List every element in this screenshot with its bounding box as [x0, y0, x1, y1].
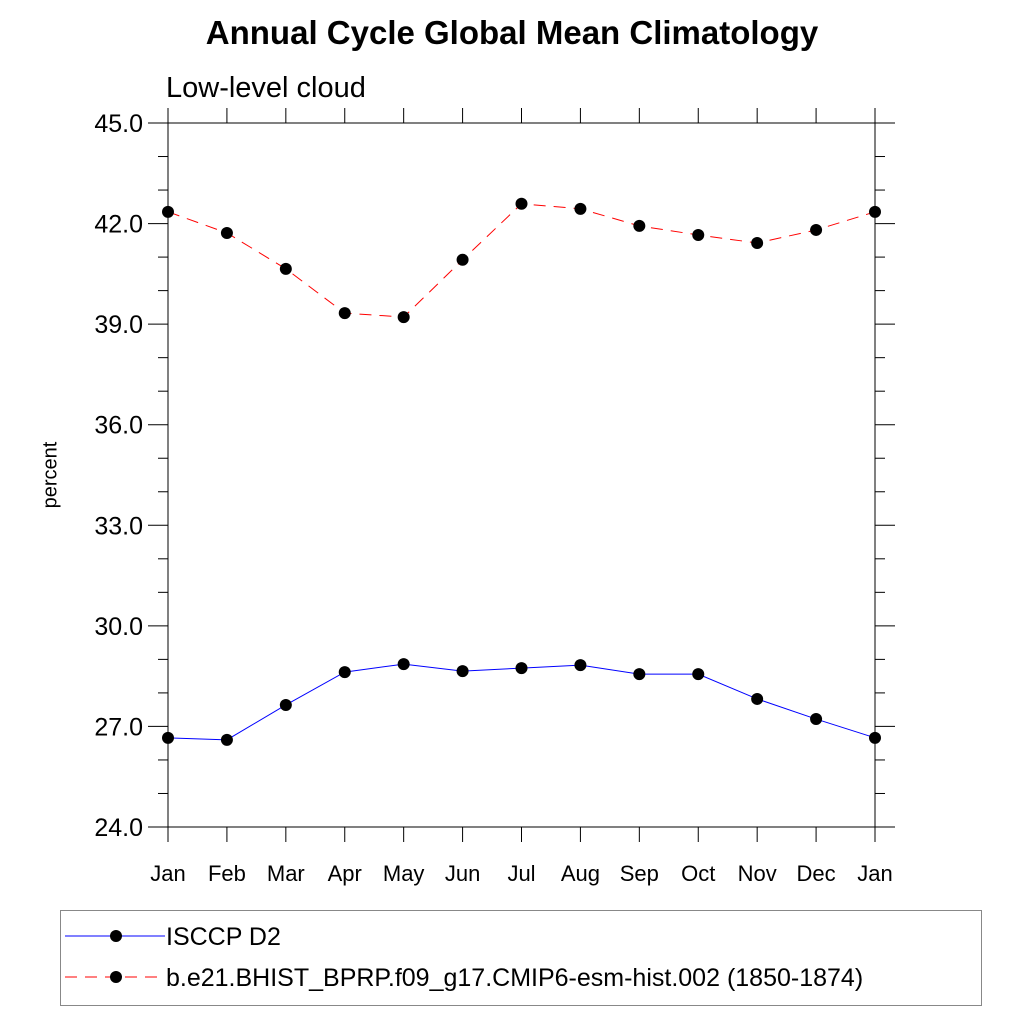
series-1-point [279, 262, 292, 275]
series-0-point [633, 668, 646, 681]
series-1-point [515, 197, 528, 210]
legend-label-0: ISCCP D2 [166, 923, 281, 951]
series-0-point [692, 668, 705, 681]
series-line-0 [167, 663, 876, 741]
legend-item-1: b.e21.BHIST_BPRP.f09_g17.CMIP6-esm-hist.… [61, 962, 981, 992]
series-0-point [220, 733, 233, 746]
series-0-point [515, 662, 528, 675]
series-line-1 [167, 203, 876, 318]
legend-label-1: b.e21.BHIST_BPRP.f09_g17.CMIP6-esm-hist.… [166, 964, 864, 992]
x-tick-label: Apr [328, 861, 362, 886]
series-0-point [574, 659, 587, 672]
series-0-point [279, 698, 292, 711]
y-tick-label: 30.0 [94, 613, 143, 641]
series-0-point [397, 658, 410, 671]
series-1-point [162, 205, 174, 218]
y-tick-label: 39.0 [94, 311, 143, 339]
x-tick-label: Jun [445, 861, 480, 886]
series-1-point [456, 253, 469, 266]
x-tick-label: Jan [150, 861, 185, 886]
y-tick-label: 45.0 [94, 110, 143, 138]
series-1-point [220, 226, 233, 239]
series-1-point [574, 202, 587, 215]
series-1-point [810, 223, 823, 236]
x-tick-label: Jul [507, 861, 535, 886]
x-tick-label: Mar [267, 861, 305, 886]
y-tick-label: 24.0 [94, 814, 143, 842]
series-0-point [338, 666, 351, 679]
x-tick-label: Oct [681, 861, 715, 886]
x-tick-label: Dec [797, 861, 836, 886]
y-tick-label: 42.0 [94, 211, 143, 239]
x-tick-label: Sep [620, 861, 659, 886]
series-1-point [338, 307, 351, 320]
x-tick-label: Jan [857, 861, 892, 886]
y-tick-label: 33.0 [94, 512, 143, 540]
chart-title: Annual Cycle Global Mean Climatology [205, 14, 819, 51]
series-0-point [810, 713, 823, 726]
legend-item-0: ISCCP D2 [61, 921, 981, 951]
x-tick-label: Nov [738, 861, 777, 886]
y-tick-label: 36.0 [94, 412, 143, 440]
series-0-point [751, 692, 764, 705]
y-tick-label: 27.0 [94, 713, 143, 741]
series-1-point [869, 205, 881, 218]
series-0-point [456, 665, 469, 678]
series-0-point [869, 731, 881, 744]
legend: ISCCP D2 b.e21.BHIST_BPRP.f09_g17.CMIP6-… [60, 910, 982, 1006]
series-0-point [162, 731, 174, 744]
legend-marker-0 [65, 930, 165, 942]
plot-frame [167, 122, 876, 828]
x-tick-label: May [383, 861, 425, 886]
chart-subtitle: Low-level cloud [166, 72, 366, 104]
series-1-point [397, 311, 410, 324]
legend-marker-1 [65, 971, 165, 983]
series-1-point [633, 219, 646, 232]
x-tick-label: Aug [561, 861, 600, 886]
series-1-point [751, 237, 764, 250]
series-1-point [692, 228, 705, 241]
x-tick-label: Feb [208, 861, 246, 886]
